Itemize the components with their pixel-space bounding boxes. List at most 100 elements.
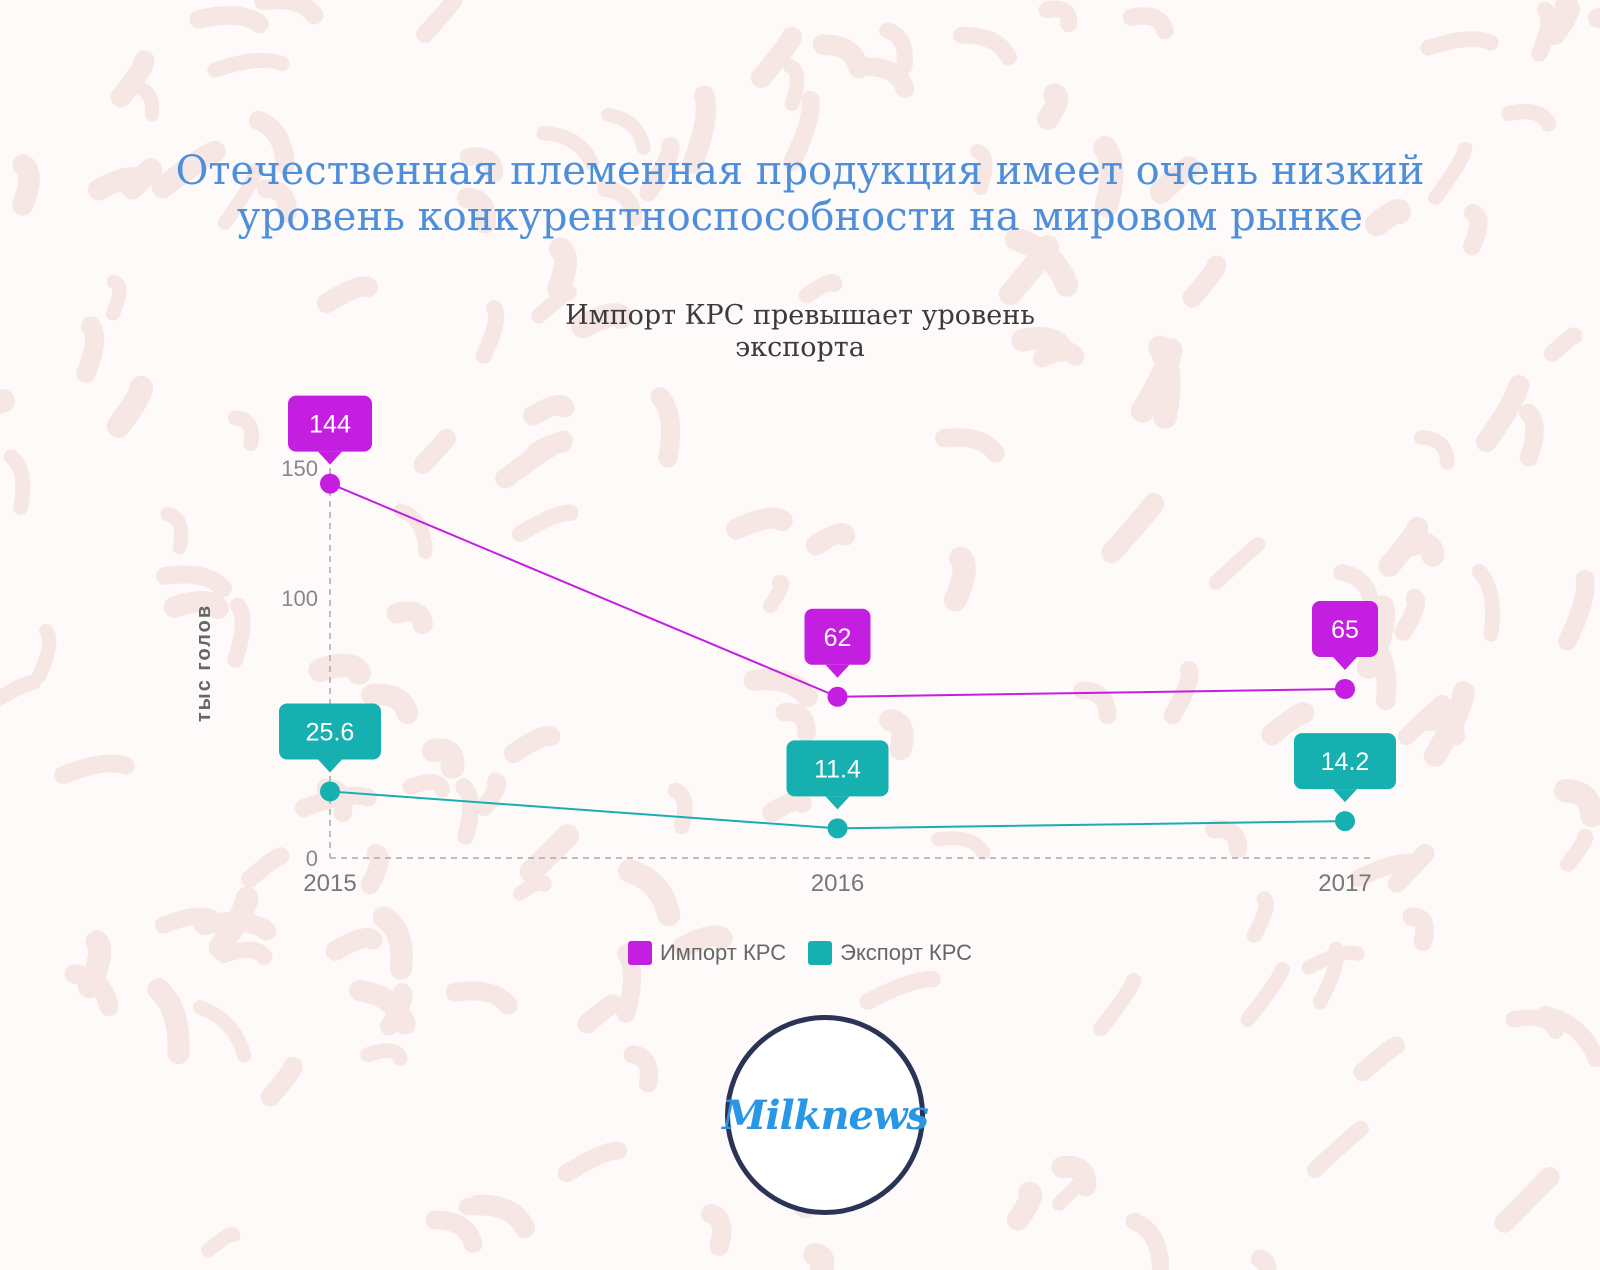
bg-stroke (360, 1043, 408, 1066)
bg-stroke (762, 791, 812, 822)
bg-stroke (1537, 1005, 1600, 1067)
legend-item-export[interactable]: Экспорт КРС (808, 940, 972, 966)
bg-stroke (519, 824, 580, 884)
bg-stroke (577, 994, 624, 1034)
bg-stroke (1414, 430, 1455, 470)
bg-stroke (1182, 255, 1227, 308)
chart-title: Импорт КРС превышает уровень экспорта (565, 300, 1035, 363)
bg-stroke (248, 110, 295, 175)
bg-stroke (1356, 595, 1396, 679)
bg-stroke (798, 274, 843, 304)
bg-stroke (1471, 563, 1501, 642)
bg-stroke (512, 504, 579, 542)
bg-stroke (3, 449, 31, 515)
data-point (1335, 679, 1355, 699)
bg-stroke (1011, 326, 1075, 362)
bg-stroke (227, 410, 259, 452)
bg-stroke (372, 906, 413, 980)
bg-stroke (360, 843, 389, 895)
y-tick-label: 150 (281, 456, 318, 481)
bg-stroke (316, 276, 379, 314)
bg-stroke (1333, 564, 1380, 614)
bg-stroke (557, 1141, 628, 1183)
bg-stroke (1428, 141, 1473, 205)
bg-stroke (1531, 1, 1557, 62)
legend-item-import[interactable]: Импорт КРС (627, 940, 787, 966)
bg-stroke (1250, 1249, 1277, 1270)
data-label-pointer (318, 451, 342, 465)
bg-stroke (1204, 819, 1248, 859)
bg-stroke (1494, 1166, 1560, 1233)
bg-stroke (672, 925, 733, 958)
bg-stroke (1163, 660, 1199, 725)
bg-stroke (1476, 375, 1530, 453)
bg-stroke (160, 507, 189, 555)
bg-stroke (512, 874, 552, 901)
bg-stroke (1246, 891, 1274, 943)
bg-stroke (455, 778, 480, 845)
data-label-pointer (825, 664, 850, 678)
bg-stroke (1093, 972, 1142, 1037)
bg-stroke (106, 375, 153, 438)
bg-stroke (241, 847, 290, 888)
bg-stroke (803, 1243, 835, 1270)
bg-stroke (207, 52, 290, 78)
page-headline: Отечественная племенная продукция имеет … (175, 148, 1425, 240)
bg-stroke (775, 702, 816, 743)
bg-stroke (1073, 681, 1117, 725)
bg-stroke (32, 624, 57, 683)
bg-stroke (1208, 537, 1266, 590)
bg-stroke (1558, 570, 1595, 651)
x-tick-label: 2016 (811, 870, 864, 897)
bg-stroke (64, 964, 119, 1016)
bg-stroke (639, 136, 680, 202)
bg-stroke (1240, 962, 1290, 1027)
bg-stroke (1312, 941, 1345, 1010)
bg-stroke (1122, 7, 1174, 40)
bg-stroke (859, 970, 941, 1010)
data-label-box (288, 395, 372, 452)
y-tick-label: 100 (281, 586, 318, 611)
bg-stroke (0, 389, 15, 415)
data-label-text: 25.6 (306, 718, 355, 746)
data-label: 14.2 (1294, 733, 1396, 803)
data-label-pointer (318, 759, 342, 773)
bg-stroke (12, 154, 40, 216)
bg-stroke (193, 1000, 252, 1063)
bg-stroke (597, 180, 643, 227)
bg-stroke (349, 980, 416, 1035)
legend-swatch-export (808, 941, 833, 965)
bg-stroke (1553, 778, 1600, 828)
data-point (320, 473, 340, 494)
bg-stroke (1148, 335, 1181, 429)
bg-stroke (393, 503, 433, 560)
bg-stroke (523, 394, 575, 426)
bg-stroke (154, 907, 223, 934)
data-label: 144 (288, 395, 372, 465)
bg-stroke (308, 653, 372, 685)
bg-stroke (256, 179, 297, 223)
data-label-text: 11.4 (814, 755, 861, 783)
bg-stroke (943, 546, 976, 612)
bg-stroke (156, 565, 232, 598)
bg-stroke (1420, 31, 1499, 56)
legend-label-import: Импорт КРС (659, 940, 787, 965)
bg-stroke (1501, 103, 1557, 132)
bg-stroke (623, 1045, 658, 1093)
bg-stroke (1397, 695, 1451, 746)
data-label-box (1294, 733, 1396, 790)
bg-stroke (601, 107, 651, 155)
bg-stroke (743, 668, 818, 708)
bg-stroke (1402, 907, 1434, 952)
milknews-logo: Milknews (722, 1015, 929, 1215)
bg-stroke (416, 0, 463, 43)
bg-stroke (667, 782, 693, 835)
bg-stroke (701, 1203, 732, 1256)
data-label-pointer (1333, 789, 1357, 803)
bg-stroke (504, 726, 561, 764)
bg-stroke (260, 1056, 303, 1107)
data-label-text: 62 (824, 624, 852, 652)
bg-stroke (105, 274, 127, 321)
bg-stroke (1394, 532, 1445, 567)
